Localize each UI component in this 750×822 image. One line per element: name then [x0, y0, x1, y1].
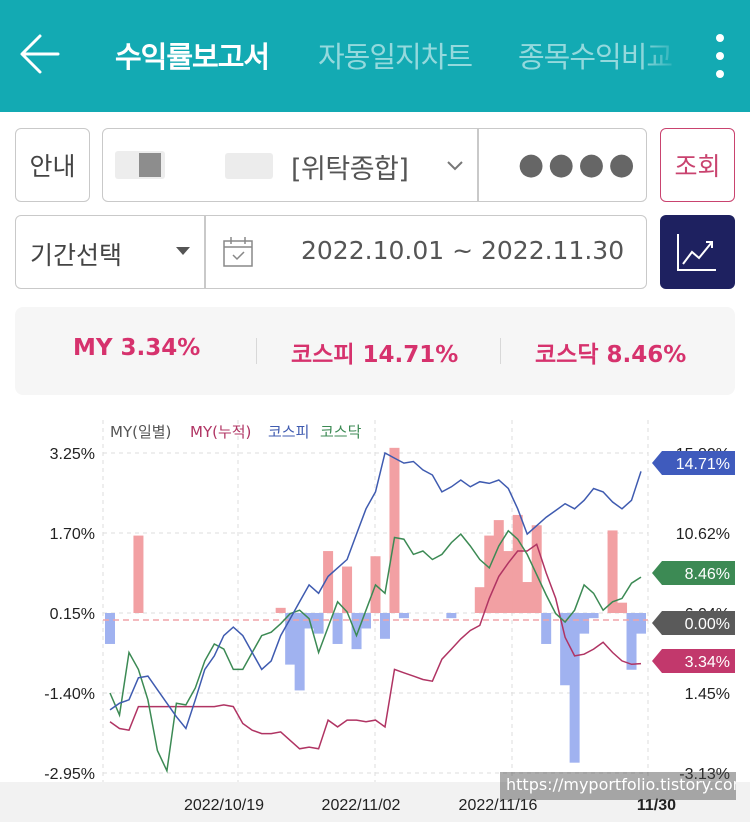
x-axis-tick-label: 11/30 — [637, 797, 676, 814]
date-range-input[interactable]: 2022.10.01 ~ 2022.11.30 — [301, 236, 625, 265]
svg-text:0.00%: 0.00% — [685, 616, 730, 633]
daily-return-bar — [332, 613, 343, 644]
daily-return-bar — [105, 613, 115, 644]
x-axis-tick-label: 2022/11/02 — [322, 797, 401, 814]
daily-return-bar — [446, 613, 457, 619]
tab-auto-journal-chart[interactable]: 자동일지차트 — [318, 40, 473, 74]
arrow-left-icon[interactable] — [14, 28, 66, 80]
watermark: https://myportfolio.tistory.com — [500, 772, 736, 800]
daily-return-bar — [342, 566, 353, 613]
tab-return-report[interactable]: 수익률보고서 — [115, 40, 270, 74]
tab-overflow-fade — [640, 20, 700, 90]
left-axis-tick-label: -2.95% — [44, 766, 95, 783]
series-line-kospi — [109, 451, 642, 731]
caret-down-icon[interactable] — [176, 247, 190, 255]
summary-kospi-return: 코스피 14.71% — [291, 342, 459, 368]
series-end-value-tag: 8.46% — [652, 561, 735, 585]
line-chart-icon — [677, 234, 716, 271]
app-header: 수익률보고서 자동일지차트 종목수익비교 — [0, 0, 750, 112]
daily-return-bar — [560, 613, 571, 686]
calendar-icon[interactable] — [221, 235, 255, 269]
chevron-down-icon[interactable] — [443, 153, 467, 177]
return-chart-svg: 3.25%1.70%0.15%-1.40%-2.95% 15.80%10.62%… — [0, 410, 750, 822]
daily-return-bar — [275, 607, 286, 613]
chart-view-button[interactable] — [660, 215, 735, 289]
account-name-masked — [225, 153, 273, 179]
daily-return-bar — [389, 447, 400, 613]
daily-return-bar — [569, 613, 580, 763]
divider — [204, 215, 206, 289]
daily-return-bar — [484, 535, 495, 613]
series-line-kosdaq — [109, 529, 642, 774]
x-axis-band — [0, 782, 750, 822]
summary-kosdaq-return: 코스닥 8.46% — [535, 342, 687, 368]
account-type-label: [위탁종합] — [291, 154, 409, 185]
period-select-label[interactable]: 기간선택 — [30, 241, 123, 270]
daily-return-bar — [617, 602, 628, 613]
daily-return-bar — [626, 613, 637, 670]
daily-return-bar — [607, 530, 618, 613]
left-axis-tick-label: 3.25% — [50, 446, 95, 463]
series-end-value-tag: 3.34% — [652, 649, 735, 673]
daily-return-bar — [313, 613, 324, 634]
legend-item: MY(누적) — [190, 423, 251, 441]
svg-text:3.34%: 3.34% — [685, 654, 730, 671]
daily-return-bar — [351, 613, 362, 650]
divider — [477, 128, 479, 202]
legend-item: MY(일별) — [110, 423, 171, 441]
daily-return-bar — [285, 613, 296, 665]
svg-text:14.71%: 14.71% — [676, 456, 730, 473]
daily-return-bar — [379, 613, 390, 639]
daily-return-bar — [294, 613, 305, 691]
daily-return-bar — [133, 535, 144, 613]
left-axis-tick-label: 0.15% — [50, 606, 95, 623]
right-axis-tick-label: 10.62% — [676, 526, 730, 543]
series-line-my-cumulative — [109, 543, 642, 750]
svg-text:8.46%: 8.46% — [685, 566, 730, 583]
summary-my-return: MY 3.34% — [73, 335, 201, 361]
daily-return-bar — [323, 551, 334, 613]
series-end-value-tag: 0.00% — [652, 611, 735, 635]
query-button[interactable]: 조회 — [660, 128, 735, 202]
daily-return-bar — [493, 520, 504, 613]
daily-return-bar — [541, 613, 552, 644]
more-vertical-icon[interactable] — [705, 30, 735, 82]
series-end-value-tag: 14.71% — [652, 451, 735, 475]
left-axis-tick-label: 1.70% — [50, 526, 95, 543]
daily-return-bar — [398, 613, 409, 619]
daily-return-bar — [474, 587, 485, 613]
divider — [256, 338, 257, 364]
left-axis-tick-label: -1.40% — [44, 686, 95, 703]
right-axis-tick-label: -3.13% — [679, 766, 730, 783]
x-axis-tick-label: 2022/10/19 — [184, 797, 264, 814]
legend-item: 코스피 — [268, 423, 309, 441]
return-summary: MY 3.34% 코스피 14.71% 코스닥 8.46% — [15, 307, 735, 395]
period-select-bar: 기간선택 2022.10.01 ~ 2022.11.30 — [15, 215, 647, 289]
daily-return-bar — [579, 613, 590, 634]
legend-item: 코스닥 — [320, 423, 362, 441]
x-axis-tick-label: 2022/11/16 — [459, 797, 538, 814]
password-field[interactable]: ●●●● — [518, 147, 639, 182]
account-number-masked-block — [139, 153, 161, 177]
daily-return-bar — [531, 525, 542, 613]
daily-return-bar — [503, 551, 514, 613]
daily-return-bar — [522, 582, 533, 613]
right-axis-tick-label: 1.45% — [685, 686, 730, 703]
daily-return-bar — [588, 613, 599, 619]
return-chart: 3.25%1.70%0.15%-1.40%-2.95% 15.80%10.62%… — [0, 410, 750, 822]
daily-return-bar — [636, 613, 646, 634]
account-select[interactable]: [위탁종합] ●●●● — [102, 128, 647, 202]
daily-return-bar — [512, 514, 523, 613]
divider — [500, 338, 501, 364]
guide-button[interactable]: 안내 — [15, 128, 90, 202]
